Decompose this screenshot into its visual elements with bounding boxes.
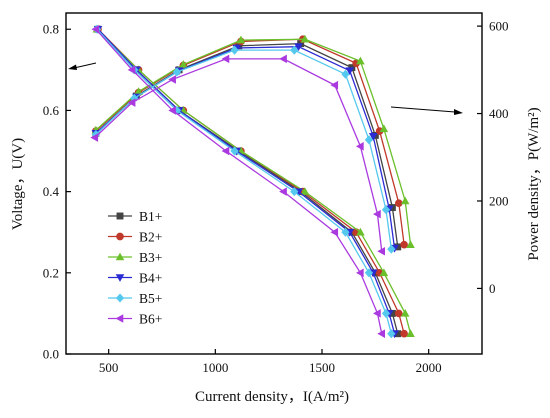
power-point [90, 133, 99, 142]
y-left-tick-label: 0.6 [43, 103, 60, 118]
x-axis-title: Current density，I(A/m²) [195, 389, 349, 405]
y-left-tick-label: 0.4 [43, 184, 60, 199]
legend-swatch-marker [115, 274, 125, 282]
voltage-point [290, 187, 299, 197]
voltage-point [168, 106, 176, 115]
legend-label: B1+ [139, 209, 162, 224]
legend-label: B6+ [139, 312, 162, 327]
power-point [221, 54, 230, 64]
power-point [406, 240, 415, 248]
legend-swatch-marker [115, 252, 125, 261]
legend-item: B1+ [108, 209, 162, 224]
power-point [400, 196, 410, 205]
legend-swatch-marker [115, 293, 125, 303]
power-point [381, 205, 391, 215]
x-tick-label: 500 [99, 360, 119, 375]
power-point [387, 244, 396, 254]
power-point [368, 133, 378, 141]
voltage-point [400, 308, 410, 317]
power-point [127, 98, 136, 107]
power-point [379, 124, 389, 133]
voltage-point [300, 187, 310, 195]
y-axis-right-title: Power density，P(W/m²) [526, 107, 542, 260]
power-point [179, 60, 188, 68]
legend-swatch-marker [116, 232, 124, 241]
ticks-layer: 500 1000 1500 2000 0.0 0.2 0.4 0.6 0.8 0 200 400 600 [43, 19, 509, 375]
voltage-line [97, 28, 399, 334]
x-tick-label: 1000 [202, 360, 228, 375]
legend-swatch-marker [116, 212, 124, 220]
power-point [341, 69, 350, 79]
voltage-point [406, 329, 415, 337]
voltage-line [96, 28, 412, 334]
series-B6+ [90, 24, 386, 338]
plot-frame [65, 12, 483, 355]
legend-item: B4+ [108, 271, 162, 286]
x-tick-label: 2000 [416, 360, 442, 375]
power-point [364, 135, 374, 145]
voltage-line [97, 28, 396, 334]
power-point [290, 45, 299, 55]
voltage-point [379, 268, 389, 277]
y-left-tick-label: 0.8 [43, 22, 59, 37]
voltage-point [91, 24, 100, 34]
power-point [168, 75, 176, 84]
voltage-point [400, 329, 408, 338]
voltage-point [221, 146, 230, 156]
voltage-point [394, 309, 403, 318]
voltage-point [279, 187, 287, 196]
legend-item: B2+ [108, 230, 162, 245]
y-right-tick-label: 600 [489, 19, 509, 34]
power-point [330, 80, 339, 90]
legend-label: B2+ [139, 230, 162, 245]
legend-label: B4+ [139, 271, 162, 286]
legend-swatch-marker [115, 314, 124, 323]
power-point [377, 246, 386, 256]
power-point [356, 56, 365, 65]
y-right-tick-label: 0 [489, 281, 496, 296]
series-layer [90, 24, 415, 339]
power-point [394, 199, 403, 207]
y-left-tick-label: 0.0 [43, 347, 59, 362]
voltage-point [330, 227, 339, 237]
power-point [294, 43, 303, 52]
voltage-point [381, 308, 391, 318]
voltage-point [377, 329, 386, 338]
power-point [279, 54, 287, 64]
y-left-tick-label: 0.2 [43, 265, 59, 280]
y-axis-left-title: Voltage，U(V) [10, 138, 26, 230]
legend-label: B5+ [139, 291, 162, 306]
voltage-point [355, 268, 364, 278]
x-tick-label: 1500 [309, 360, 335, 375]
legend: B1+ B2+ B3+ B4+ B5+ B6+ [108, 209, 162, 327]
power-point [373, 209, 381, 219]
voltage-point [356, 227, 365, 236]
power-point [300, 34, 310, 43]
power-point [172, 67, 182, 77]
voltage-point [387, 329, 396, 339]
legend-item: B3+ [108, 250, 162, 265]
y-right-tick-label: 400 [489, 106, 509, 121]
legend-label: B3+ [139, 250, 162, 265]
power-point [236, 35, 246, 44]
y-right-tick-label: 200 [489, 193, 509, 208]
power-point [345, 67, 355, 76]
voltage-point [364, 268, 374, 278]
legend-item: B6+ [108, 312, 162, 327]
series-B5+ [91, 24, 396, 339]
legend-item: B5+ [108, 291, 162, 306]
voltage-point [127, 65, 136, 75]
power-axis-arrow [390, 106, 463, 115]
power-point [400, 240, 408, 249]
voltage-axis-arrow [68, 62, 97, 70]
power-point [355, 142, 364, 151]
power-point [230, 45, 239, 55]
series-B3+ [91, 24, 415, 337]
voltage-point [341, 227, 350, 237]
voltage-point [230, 146, 239, 156]
voltage-point [373, 309, 381, 318]
